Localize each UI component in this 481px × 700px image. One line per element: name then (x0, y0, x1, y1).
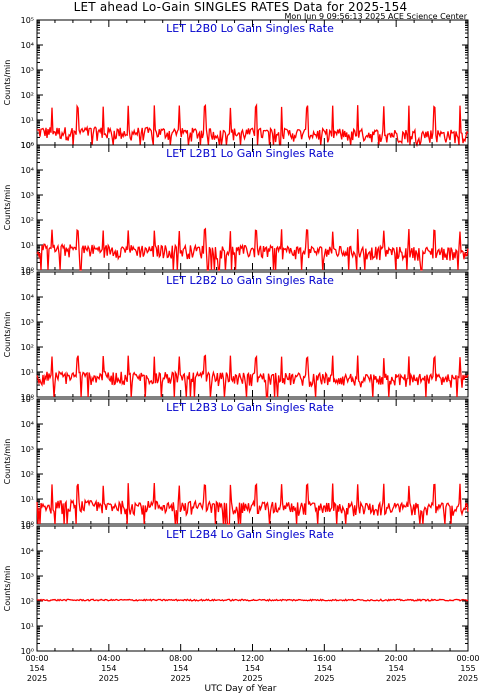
plot-frame (36, 19, 469, 146)
y-tick-label: 10² (21, 91, 34, 100)
x-tick-label-year: 2025 (314, 674, 334, 683)
x-tick-label-year: 2025 (242, 674, 262, 683)
y-tick-label: 10⁰ (21, 141, 34, 150)
y-tick-label: 10² (21, 343, 34, 352)
y-tick-label: 10¹ (21, 241, 34, 250)
y-tick-label: 10¹ (21, 368, 34, 377)
series-line (36, 598, 469, 602)
y-tick-label: 10¹ (21, 495, 34, 504)
y-tick-label: 10⁵ (21, 395, 34, 404)
panel-title: LET L2B2 Lo Gain Singles Rate (166, 274, 334, 287)
y-tick-label: 10⁰ (21, 266, 34, 275)
y-tick-label: 10³ (21, 445, 34, 454)
y-tick-label: 10⁵ (21, 141, 34, 150)
y-tick-label: 10⁰ (21, 647, 34, 656)
x-tick-label-year: 2025 (99, 674, 119, 683)
series-line (36, 482, 469, 525)
x-tick-label-day: 154 (245, 664, 260, 673)
y-tick-label: 10³ (21, 191, 34, 200)
y-axis-label: Counts/min (3, 312, 12, 358)
x-tick-label-time: 08:00 (169, 654, 192, 663)
x-tick-label-time: 20:00 (385, 654, 408, 663)
y-tick-label: 10³ (21, 572, 34, 581)
generation-timestamp: Mon Jun 9 09:56:13 2025 ACE Science Cent… (284, 12, 467, 21)
y-tick-label: 10¹ (21, 622, 34, 631)
x-tick-label-time: 00:00 (456, 654, 479, 663)
x-tick-label-time: 12:00 (241, 654, 264, 663)
y-axis-label: Counts/min (3, 439, 12, 485)
x-tick-label-year: 2025 (27, 674, 47, 683)
series-line (36, 227, 469, 271)
chart-main-title: LET ahead Lo-Gain SINGLES RATES Data for… (73, 0, 408, 14)
y-tick-label: 10⁰ (21, 520, 34, 529)
x-tick-label-day: 154 (389, 664, 404, 673)
x-tick-label-day: 154 (317, 664, 332, 673)
y-tick-label: 10⁴ (21, 293, 34, 302)
y-tick-label: 10⁰ (21, 393, 34, 402)
y-tick-label: 10³ (21, 318, 34, 327)
y-tick-label: 10³ (21, 66, 34, 75)
panel-4: 10⁰ 10¹ 10² 10³ 10⁴ 10⁵ Counts/min LET L2B4 Lo … (3, 522, 469, 656)
series-line (36, 354, 469, 398)
panel-0: 10⁰ 10¹ 10² 10³ 10⁴ 10⁵ Counts/min LET L2B0 Lo … (3, 16, 469, 150)
y-tick-label: 10⁴ (21, 547, 34, 556)
x-tick-label-time: 16:00 (313, 654, 336, 663)
y-axis-label: Counts/min (3, 60, 12, 106)
x-tick-label-year: 2025 (170, 674, 190, 683)
y-tick-label: 10¹ (21, 116, 34, 125)
y-tick-label: 10⁴ (21, 41, 34, 50)
x-tick-label-time: 04:00 (97, 654, 120, 663)
panel-2: 10⁰ 10¹ 10² 10³ 10⁴ 10⁵ Counts/min LET L2B2 Lo … (3, 268, 469, 402)
panel-3: 10⁰ 10¹ 10² 10³ 10⁴ 10⁵ Counts/min LET L2B3 Lo … (3, 395, 469, 529)
y-tick-label: 10⁴ (21, 166, 34, 175)
panel-1: 10⁰ 10¹ 10² 10³ 10⁴ 10⁵ Counts/min LET L2B1 Lo … (3, 141, 469, 275)
x-tick-label-time: 00:00 (25, 654, 48, 663)
x-tick-label-day: 154 (173, 664, 188, 673)
y-axis-label: Counts/min (3, 566, 12, 612)
y-tick-label: 10² (21, 597, 34, 606)
x-tick-label-year: 2025 (458, 674, 478, 683)
y-tick-label: 10² (21, 216, 34, 225)
panel-title: LET L2B3 Lo Gain Singles Rate (166, 401, 334, 414)
x-tick-label-day: 155 (460, 664, 475, 673)
y-tick-label: 10⁵ (21, 522, 34, 531)
plot-frame (36, 525, 469, 652)
panel-title: LET L2B0 Lo Gain Singles Rate (166, 22, 334, 35)
panel-title: LET L2B4 Lo Gain Singles Rate (166, 528, 334, 541)
y-tick-label: 10² (21, 470, 34, 479)
x-tick-label-day: 154 (29, 664, 44, 673)
series-line (36, 103, 469, 148)
x-tick-label-year: 2025 (386, 674, 406, 683)
y-tick-label: 10⁵ (21, 268, 34, 277)
y-tick-label: 10⁴ (21, 420, 34, 429)
y-axis-label: Counts/min (3, 185, 12, 231)
x-tick-label-day: 154 (101, 664, 116, 673)
y-tick-label: 10⁵ (21, 16, 34, 25)
panel-title: LET L2B1 Lo Gain Singles Rate (166, 147, 334, 160)
x-axis-title: UTC Day of Year (204, 684, 277, 694)
